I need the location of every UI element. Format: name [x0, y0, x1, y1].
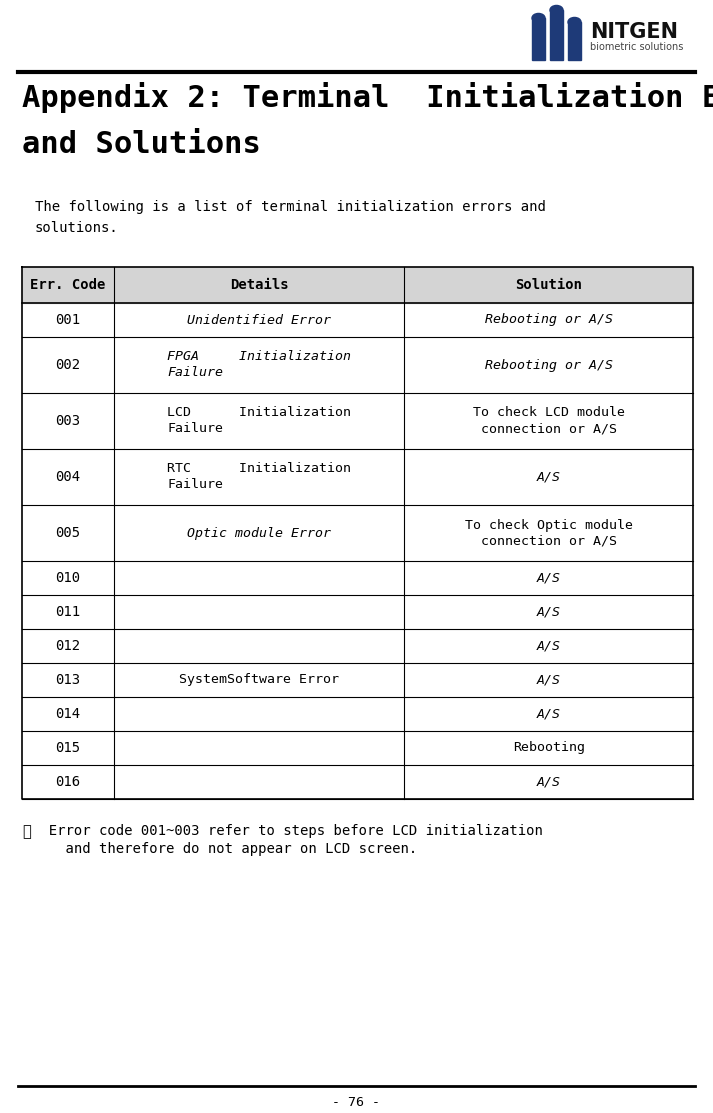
- Text: Rebooting: Rebooting: [513, 741, 585, 755]
- Text: FPGA     Initialization
Failure: FPGA Initialization Failure: [167, 351, 352, 380]
- Text: A/S: A/S: [537, 673, 560, 687]
- Text: RTC      Initialization
Failure: RTC Initialization Failure: [167, 463, 352, 492]
- Text: 013: 013: [56, 673, 81, 687]
- Text: A/S: A/S: [537, 471, 560, 483]
- Text: - 76 -: - 76 -: [332, 1096, 380, 1109]
- Text: 016: 016: [56, 775, 81, 789]
- Text: A/S: A/S: [537, 605, 560, 619]
- Ellipse shape: [532, 13, 545, 22]
- Text: 014: 014: [56, 707, 81, 721]
- Text: Details: Details: [230, 278, 289, 292]
- Text: NITGEN: NITGEN: [590, 22, 678, 42]
- Text: A/S: A/S: [537, 776, 560, 788]
- Text: LCD      Initialization
Failure: LCD Initialization Failure: [167, 406, 352, 435]
- Text: 002: 002: [56, 358, 81, 372]
- Text: 001: 001: [56, 313, 81, 327]
- Bar: [22, 267, 693, 303]
- Text: A/S: A/S: [537, 640, 560, 652]
- Text: and therefore do not appear on LCD screen.: and therefore do not appear on LCD scree…: [32, 843, 417, 856]
- Text: 003: 003: [56, 414, 81, 429]
- Ellipse shape: [568, 18, 581, 27]
- Text: To check Optic module
connection or A/S: To check Optic module connection or A/S: [465, 519, 632, 548]
- Text: A/S: A/S: [537, 708, 560, 720]
- Text: 010: 010: [56, 571, 81, 585]
- Bar: [532, 18, 545, 60]
- Text: 015: 015: [56, 741, 81, 755]
- Text: Rebooting or A/S: Rebooting or A/S: [485, 314, 612, 326]
- Text: biometric solutions: biometric solutions: [590, 42, 683, 52]
- Text: 005: 005: [56, 526, 81, 540]
- Text: and Solutions: and Solutions: [22, 130, 261, 159]
- Text: The following is a list of terminal initialization errors and
solutions.: The following is a list of terminal init…: [35, 200, 546, 235]
- Bar: [568, 22, 581, 60]
- Text: SystemSoftware Error: SystemSoftware Error: [179, 673, 339, 687]
- Text: A/S: A/S: [537, 571, 560, 584]
- Bar: [550, 10, 563, 60]
- Text: Error code 001~003 refer to steps before LCD initialization: Error code 001~003 refer to steps before…: [32, 824, 543, 838]
- Text: Rebooting or A/S: Rebooting or A/S: [485, 358, 612, 372]
- Text: ※: ※: [22, 824, 31, 839]
- Text: To check LCD module
connection or A/S: To check LCD module connection or A/S: [473, 406, 625, 435]
- Text: Optic module Error: Optic module Error: [188, 526, 332, 540]
- Text: Unidentified Error: Unidentified Error: [188, 314, 332, 326]
- Text: 011: 011: [56, 605, 81, 619]
- Text: 012: 012: [56, 639, 81, 653]
- Text: Err. Code: Err. Code: [30, 278, 106, 292]
- Text: Solution: Solution: [515, 278, 583, 292]
- Ellipse shape: [550, 6, 563, 14]
- Text: 004: 004: [56, 470, 81, 484]
- Text: Appendix 2: Terminal  Initialization Error: Appendix 2: Terminal Initialization Erro…: [22, 82, 713, 114]
